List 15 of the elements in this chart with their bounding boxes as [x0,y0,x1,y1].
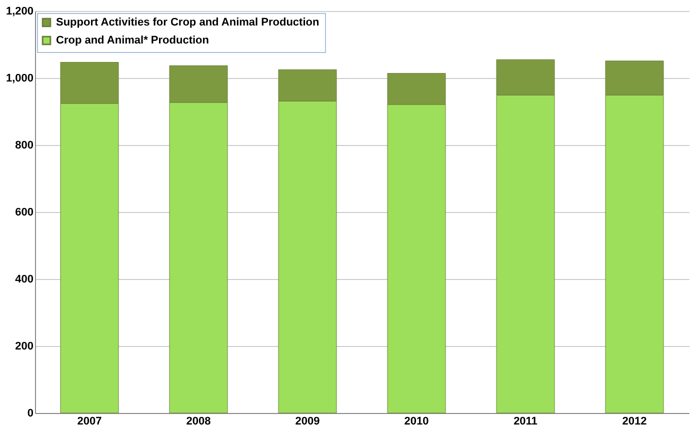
y-tick-label: 1,200 [6,6,34,18]
y-tick-label: 600 [15,206,34,218]
y-tick-label: 200 [15,340,34,352]
x-tick-label: 2009 [295,416,320,428]
x-tick-label: 2011 [514,416,538,428]
x-tick-label: 2007 [77,416,102,428]
x-tick-label: 2010 [404,416,429,428]
y-tick-label: 800 [15,140,34,152]
x-tick-label: 2008 [186,416,211,428]
y-tick-label: 1,000 [6,72,34,84]
y-tick-label: 0 [27,408,34,420]
x-tick-label: 2012 [622,416,647,428]
y-tick-label: 400 [15,274,34,286]
legend-label: Support Activities for Crop and Animal Production [56,16,320,28]
legend-label: Crop and Animal* Production [56,34,210,46]
